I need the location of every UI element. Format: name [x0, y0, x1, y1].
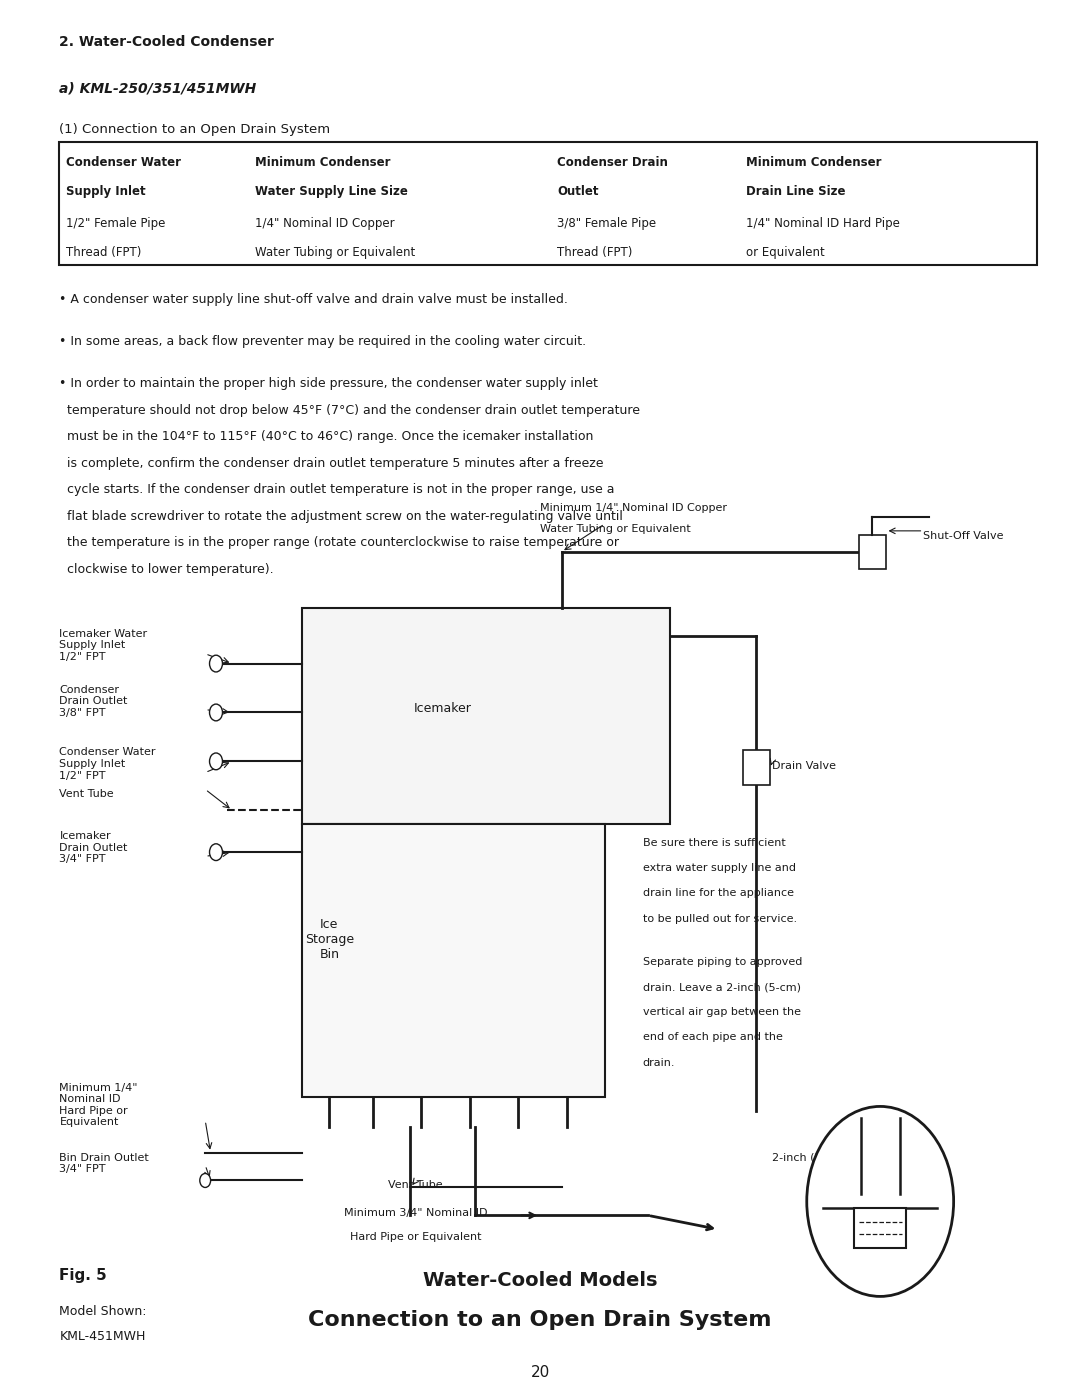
- Text: Be sure there is sufficient: Be sure there is sufficient: [643, 838, 785, 848]
- Text: end of each pipe and the: end of each pipe and the: [643, 1032, 783, 1042]
- Text: or Equivalent: or Equivalent: [746, 246, 825, 260]
- Text: Water Tubing or Equivalent: Water Tubing or Equivalent: [255, 246, 415, 260]
- Circle shape: [210, 753, 222, 770]
- Text: drain line for the appliance: drain line for the appliance: [643, 888, 794, 898]
- Circle shape: [200, 1173, 211, 1187]
- Text: Drain Line Size: Drain Line Size: [746, 184, 846, 198]
- Text: clockwise to lower temperature).: clockwise to lower temperature).: [59, 563, 274, 576]
- Text: Outlet: Outlet: [557, 184, 598, 198]
- Circle shape: [210, 844, 222, 861]
- Text: Condenser
Drain Outlet
3/8" FPT: Condenser Drain Outlet 3/8" FPT: [59, 685, 127, 718]
- Text: Water Supply Line Size: Water Supply Line Size: [255, 184, 408, 198]
- Text: Model Shown:: Model Shown:: [59, 1305, 147, 1317]
- Text: 1/4" Nominal ID Hard Pipe: 1/4" Nominal ID Hard Pipe: [746, 217, 900, 231]
- Bar: [302, 824, 605, 1097]
- Text: flat blade screwdriver to rotate the adjustment screw on the water-regulating va: flat blade screwdriver to rotate the adj…: [59, 510, 623, 522]
- Text: (1) Connection to an Open Drain System: (1) Connection to an Open Drain System: [59, 123, 330, 136]
- Text: Vent Tube: Vent Tube: [389, 1180, 443, 1190]
- Text: Minimum 1/4" Nominal ID Copper: Minimum 1/4" Nominal ID Copper: [540, 503, 727, 513]
- Text: • In order to maintain the proper high side pressure, the condenser water supply: • In order to maintain the proper high s…: [59, 377, 598, 390]
- Text: drain. Leave a 2-inch (5-cm): drain. Leave a 2-inch (5-cm): [643, 982, 800, 992]
- Text: drain.: drain.: [643, 1058, 675, 1067]
- Text: Condenser Water
Supply Inlet
1/2" FPT: Condenser Water Supply Inlet 1/2" FPT: [59, 747, 156, 781]
- Text: 2-inch (5-cm) air gap: 2-inch (5-cm) air gap: [772, 1153, 890, 1162]
- Circle shape: [210, 655, 222, 672]
- Text: • In some areas, a back flow preventer may be required in the cooling water circ: • In some areas, a back flow preventer m…: [59, 335, 586, 348]
- Text: Ice
Storage
Bin: Ice Storage Bin: [305, 918, 354, 961]
- Text: 3/8" Female Pipe: 3/8" Female Pipe: [557, 217, 657, 231]
- Text: cycle starts. If the condenser drain outlet temperature is not in the proper ran: cycle starts. If the condenser drain out…: [59, 483, 615, 496]
- Text: Connection to an Open Drain System: Connection to an Open Drain System: [308, 1310, 772, 1330]
- Circle shape: [807, 1106, 954, 1296]
- Text: the temperature is in the proper range (rotate counterclockwise to raise tempera: the temperature is in the proper range (…: [59, 536, 620, 549]
- Text: Minimum 1/4"
Nominal ID
Hard Pipe or
Equivalent: Minimum 1/4" Nominal ID Hard Pipe or Equ…: [59, 1083, 138, 1127]
- Text: Thread (FPT): Thread (FPT): [557, 246, 633, 260]
- Text: Minimum 3/4" Nominal ID: Minimum 3/4" Nominal ID: [345, 1208, 487, 1218]
- Text: 20: 20: [530, 1365, 550, 1380]
- Text: Drain Valve: Drain Valve: [772, 761, 836, 771]
- Text: Condenser Drain: Condenser Drain: [557, 155, 669, 169]
- Bar: [302, 608, 670, 824]
- Text: Separate piping to approved: Separate piping to approved: [643, 957, 802, 967]
- Bar: [859, 535, 886, 569]
- Text: Water-Cooled Models: Water-Cooled Models: [422, 1271, 658, 1291]
- Text: 1/4" Nominal ID Copper: 1/4" Nominal ID Copper: [255, 217, 394, 231]
- Bar: [59, 142, 1037, 265]
- Text: Floor: Floor: [826, 1211, 852, 1221]
- Text: Condenser Water: Condenser Water: [66, 155, 180, 169]
- Text: is complete, confirm the condenser drain outlet temperature 5 minutes after a fr: is complete, confirm the condenser drain…: [59, 457, 604, 469]
- Text: Drain: Drain: [896, 1211, 924, 1221]
- Text: to be pulled out for service.: to be pulled out for service.: [643, 914, 797, 923]
- Text: Vent Tube: Vent Tube: [59, 789, 114, 799]
- Text: 2. Water-Cooled Condenser: 2. Water-Cooled Condenser: [59, 35, 274, 49]
- Text: Fig. 5: Fig. 5: [59, 1268, 107, 1284]
- Text: 1/2" Female Pipe: 1/2" Female Pipe: [66, 217, 165, 231]
- Text: vertical air gap between the: vertical air gap between the: [643, 1007, 800, 1017]
- Text: Supply Inlet: Supply Inlet: [66, 184, 146, 198]
- Text: Shut-Off Valve: Shut-Off Valve: [923, 531, 1004, 541]
- Text: Minimum Condenser: Minimum Condenser: [255, 155, 390, 169]
- Text: Minimum Condenser: Minimum Condenser: [746, 155, 881, 169]
- Text: extra water supply line and: extra water supply line and: [643, 863, 796, 873]
- Circle shape: [210, 704, 222, 721]
- Text: Thread (FPT): Thread (FPT): [66, 246, 141, 260]
- Text: Hard Pipe or Equivalent: Hard Pipe or Equivalent: [350, 1232, 482, 1242]
- Text: Icemaker
Drain Outlet
3/4" FPT: Icemaker Drain Outlet 3/4" FPT: [59, 831, 127, 865]
- Text: a) KML-250/351/451MWH: a) KML-250/351/451MWH: [59, 81, 257, 95]
- Text: Icemaker: Icemaker: [414, 703, 472, 715]
- Text: Bin Drain Outlet
3/4" FPT: Bin Drain Outlet 3/4" FPT: [59, 1153, 149, 1173]
- Text: must be in the 104°F to 115°F (40°C to 46°C) range. Once the icemaker installati: must be in the 104°F to 115°F (40°C to 4…: [59, 430, 594, 443]
- Bar: [743, 750, 770, 785]
- Text: Water Tubing or Equivalent: Water Tubing or Equivalent: [540, 524, 691, 534]
- Text: KML-451MWH: KML-451MWH: [59, 1330, 146, 1343]
- Text: • A condenser water supply line shut-off valve and drain valve must be installed: • A condenser water supply line shut-off…: [59, 293, 568, 306]
- Text: Icemaker Water
Supply Inlet
1/2" FPT: Icemaker Water Supply Inlet 1/2" FPT: [59, 629, 148, 662]
- Bar: [854, 1208, 906, 1248]
- Text: temperature should not drop below 45°F (7°C) and the condenser drain outlet temp: temperature should not drop below 45°F (…: [59, 404, 640, 416]
